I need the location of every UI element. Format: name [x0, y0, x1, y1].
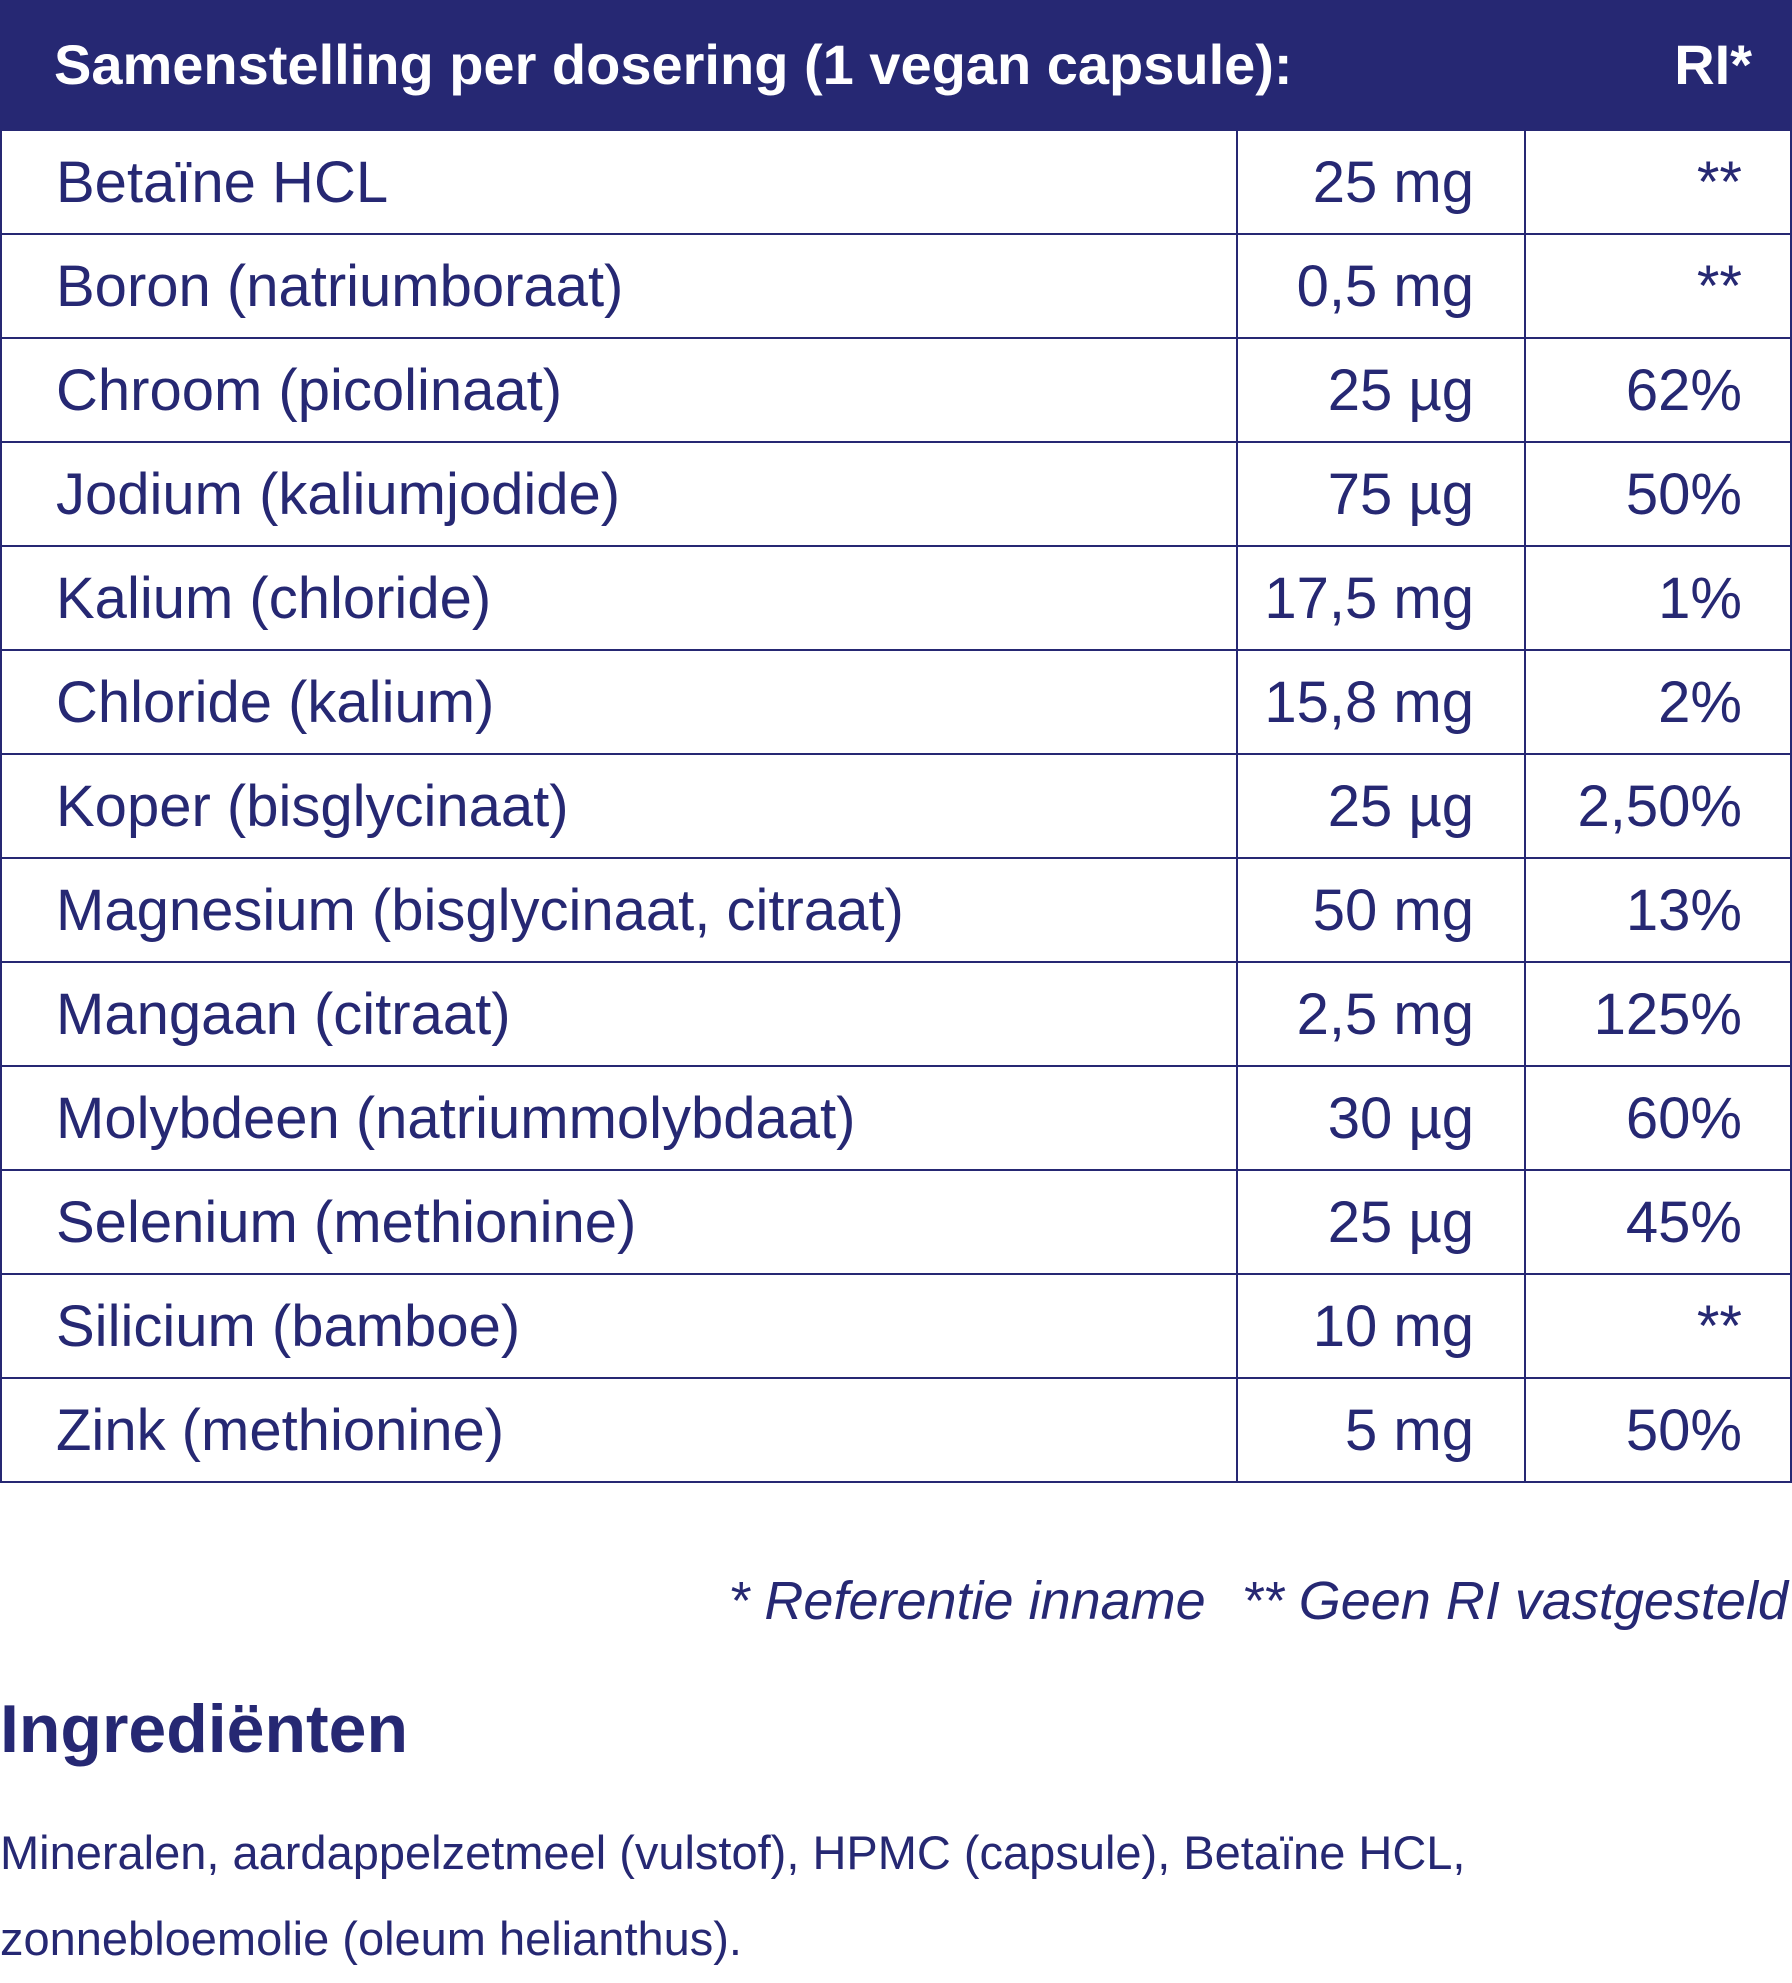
nutrient-name: Chloride (kalium): [0, 649, 1238, 755]
nutrient-ri: 60%: [1524, 1065, 1792, 1171]
nutrient-ri: **: [1524, 233, 1792, 339]
nutrient-amount: 17,5 mg: [1236, 545, 1526, 651]
header-title: Samenstelling per dosering (1 vegan caps…: [54, 33, 1293, 96]
nutrient-name: Silicium (bamboe): [0, 1273, 1238, 1379]
table-body: Betaïne HCL 25 mg ** Boron (natriumboraat) 0…: [0, 129, 1792, 1483]
footnote: * Referentie inname ** Geen RI vastgestel…: [728, 1570, 1788, 1632]
nutrient-amount: 75 µg: [1236, 441, 1526, 547]
nutrient-name: Jodium (kaliumjodide): [0, 441, 1238, 547]
nutrient-name: Selenium (methionine): [0, 1169, 1238, 1275]
footnote-ri: * Referentie inname: [728, 1571, 1206, 1631]
nutrient-name: Chroom (picolinaat): [0, 337, 1238, 443]
nutrient-ri: 50%: [1524, 441, 1792, 547]
nutrient-amount: 15,8 mg: [1236, 649, 1526, 755]
nutrient-name: Molybdeen (natriummolybdaat): [0, 1065, 1238, 1171]
nutrient-name: Betaïne HCL: [0, 129, 1238, 235]
nutrient-amount: 30 µg: [1236, 1065, 1526, 1171]
table-row: Koper (bisglycinaat) 25 µg 2,50%: [0, 753, 1792, 859]
nutrient-ri: 62%: [1524, 337, 1792, 443]
table-row: Zink (methionine) 5 mg 50%: [0, 1377, 1792, 1483]
table-row: Mangaan (citraat) 2,5 mg 125%: [0, 961, 1792, 1067]
nutrient-amount: 50 mg: [1236, 857, 1526, 963]
nutrient-ri: 1%: [1524, 545, 1792, 651]
table-row: Selenium (methionine) 25 µg 45%: [0, 1169, 1792, 1275]
nutrient-amount: 5 mg: [1236, 1377, 1526, 1483]
nutrient-amount: 25 µg: [1236, 337, 1526, 443]
nutrient-ri: **: [1524, 1273, 1792, 1379]
nutrient-amount: 2,5 mg: [1236, 961, 1526, 1067]
nutrient-ri: 2,50%: [1524, 753, 1792, 859]
nutrient-name: Kalium (chloride): [0, 545, 1238, 651]
nutrient-ri: 45%: [1524, 1169, 1792, 1275]
footnote-none: ** Geen RI vastgesteld: [1241, 1571, 1788, 1631]
header-ri: RI*: [1674, 33, 1752, 96]
table-row: Betaïne HCL 25 mg **: [0, 129, 1792, 235]
nutrient-name: Koper (bisglycinaat): [0, 753, 1238, 859]
nutrient-ri: 13%: [1524, 857, 1792, 963]
nutrient-name: Zink (methionine): [0, 1377, 1238, 1483]
table-row: Molybdeen (natriummolybdaat) 30 µg 60%: [0, 1065, 1792, 1171]
table-row: Silicium (bamboe) 10 mg **: [0, 1273, 1792, 1379]
table-header: Samenstelling per dosering (1 vegan caps…: [0, 0, 1792, 129]
nutrient-ri: **: [1524, 129, 1792, 235]
table-row: Chroom (picolinaat) 25 µg 62%: [0, 337, 1792, 443]
nutrient-name: Magnesium (bisglycinaat, citraat): [0, 857, 1238, 963]
nutrient-amount: 25 µg: [1236, 753, 1526, 859]
nutrient-ri: 125%: [1524, 961, 1792, 1067]
nutrient-ri: 2%: [1524, 649, 1792, 755]
ingredients-title: Ingrediënten: [0, 1691, 409, 1767]
table-row: Boron (natriumboraat) 0,5 mg **: [0, 233, 1792, 339]
nutrient-ri: 50%: [1524, 1377, 1792, 1483]
nutrient-amount: 0,5 mg: [1236, 233, 1526, 339]
table-row: Jodium (kaliumjodide) 75 µg 50%: [0, 441, 1792, 547]
nutrition-table: Betaïne HCL 25 mg ** Boron (natriumboraat) 0…: [0, 129, 1792, 1483]
nutrient-name: Mangaan (citraat): [0, 961, 1238, 1067]
nutrient-name: Boron (natriumboraat): [0, 233, 1238, 339]
nutrient-amount: 25 µg: [1236, 1169, 1526, 1275]
nutrient-amount: 10 mg: [1236, 1273, 1526, 1379]
nutrient-amount: 25 mg: [1236, 129, 1526, 235]
table-row: Kalium (chloride) 17,5 mg 1%: [0, 545, 1792, 651]
table-row: Magnesium (bisglycinaat, citraat) 50 mg 13…: [0, 857, 1792, 963]
table-row: Chloride (kalium) 15,8 mg 2%: [0, 649, 1792, 755]
ingredients-text: Mineralen, aardappelzetmeel (vulstof), H…: [0, 1826, 1466, 1965]
